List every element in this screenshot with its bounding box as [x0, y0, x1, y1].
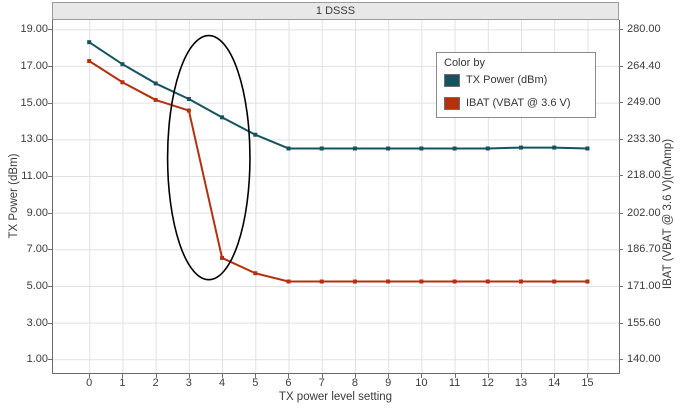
y-left-tick-label: 5.00 — [26, 279, 48, 292]
data-point-marker — [352, 279, 357, 284]
x-tick-label: 10 — [415, 377, 428, 389]
data-point-marker — [120, 62, 125, 67]
x-tick-label: 7 — [318, 377, 325, 389]
plot-border — [52, 20, 620, 374]
data-point-marker — [419, 146, 424, 151]
y-left-tick-label: 17.00 — [20, 60, 48, 72]
y-right-tick-label: 171.00 — [627, 280, 661, 293]
data-point-marker — [386, 279, 391, 284]
y-right-tick-label: 155.60 — [627, 316, 661, 329]
x-tick-label: 6 — [285, 377, 292, 389]
data-point-marker — [253, 271, 258, 276]
legend-items: TX Power (dBm) IBAT (VBAT @ 3.6 V) — [444, 74, 588, 110]
chart-title-bar: 1 DSSS — [52, 2, 619, 20]
data-point-marker — [552, 279, 557, 284]
data-point-marker — [319, 146, 324, 151]
legend-item-label: TX Power (dBm) — [466, 74, 548, 86]
data-point-marker — [87, 59, 92, 64]
x-tick-label: 15 — [581, 377, 594, 389]
y-left-tick-label: 3.00 — [26, 316, 48, 329]
x-tick-label: 4 — [219, 377, 226, 389]
data-point-marker — [386, 146, 391, 151]
x-tick-label: 2 — [152, 377, 159, 389]
legend: Color by TX Power (dBm) IBAT (VBAT @ 3.6 … — [436, 52, 596, 118]
y-left-tick-label: 15.00 — [20, 96, 48, 109]
data-point-marker — [519, 145, 524, 150]
data-point-marker — [253, 132, 258, 137]
chart-title: 1 DSSS — [315, 5, 356, 17]
legend-item-tx-power-dbm[interactable]: TX Power (dBm) — [444, 74, 588, 87]
y-right-tick-label: 218.00 — [627, 169, 661, 182]
y-left-tick-label: 9.00 — [26, 206, 48, 219]
legend-title: Color by — [444, 57, 485, 69]
highlight-ellipse-annotation — [166, 34, 251, 281]
legend-swatch-icon — [444, 97, 460, 110]
y-right-tick-label: 280.00 — [627, 23, 661, 36]
legend-swatch-icon — [444, 74, 460, 87]
tick-marks — [48, 29, 623, 378]
x-tick-label: 5 — [252, 377, 259, 389]
data-point-marker — [585, 279, 590, 284]
x-tick-label: 8 — [351, 377, 358, 389]
data-point-marker — [120, 80, 125, 85]
data-point-marker — [485, 279, 490, 284]
data-point-marker — [585, 146, 590, 151]
data-point-marker — [452, 146, 457, 151]
x-axis-title: TX power level setting — [278, 391, 393, 403]
data-point-marker — [286, 146, 291, 151]
y-left-tick-label: 19.00 — [20, 23, 48, 36]
data-point-marker — [419, 279, 424, 284]
y-left-tick-label: 7.00 — [26, 243, 48, 256]
x-tick-label: 14 — [548, 377, 561, 389]
data-point-marker — [153, 97, 158, 102]
y-right-tick-label: 233.30 — [627, 133, 661, 146]
data-point-marker — [352, 146, 357, 151]
legend-item-ibat-vbat-3-6-v[interactable]: IBAT (VBAT @ 3.6 V) — [444, 97, 588, 110]
y-left-tick-label: 1.00 — [26, 353, 48, 366]
x-tick-label: 0 — [86, 377, 93, 389]
y-right-tick-label: 202.00 — [627, 207, 661, 220]
x-tick-label: 13 — [514, 377, 528, 389]
data-point-marker — [186, 108, 191, 113]
x-tick-label: 3 — [185, 377, 192, 389]
x-tick-label: 11 — [448, 377, 461, 389]
data-point-marker — [186, 96, 191, 101]
legend-item-label: IBAT (VBAT @ 3.6 V) — [466, 97, 571, 109]
y-right-tick-label: 186.70 — [627, 243, 661, 256]
data-point-marker — [220, 115, 225, 120]
data-point-marker — [286, 279, 291, 284]
data-point-marker — [319, 279, 324, 284]
y-left-tick-label: 11.00 — [21, 169, 48, 182]
data-point-marker — [220, 255, 225, 260]
data-point-marker — [153, 81, 158, 86]
data-point-marker — [519, 279, 524, 284]
data-point-marker — [87, 40, 92, 45]
data-point-marker — [452, 279, 457, 284]
series-markers-ibat-vbat-3-6-v — [87, 59, 590, 284]
series-line-tx-power-dbm — [88, 41, 588, 150]
x-tick-label: 1 — [119, 377, 126, 389]
series-markers-tx-power-dbm — [87, 40, 590, 151]
y-left-tick-label: 13.00 — [20, 133, 48, 146]
y-right-tick-label: 264.40 — [627, 59, 661, 72]
data-point-marker — [485, 146, 490, 151]
x-tick-label: 9 — [385, 377, 392, 389]
y-right-tick-label: 140.00 — [627, 353, 661, 366]
x-tick-label: 12 — [481, 377, 494, 389]
data-point-marker — [552, 145, 557, 150]
y-right-tick-label: 249.00 — [627, 96, 661, 109]
